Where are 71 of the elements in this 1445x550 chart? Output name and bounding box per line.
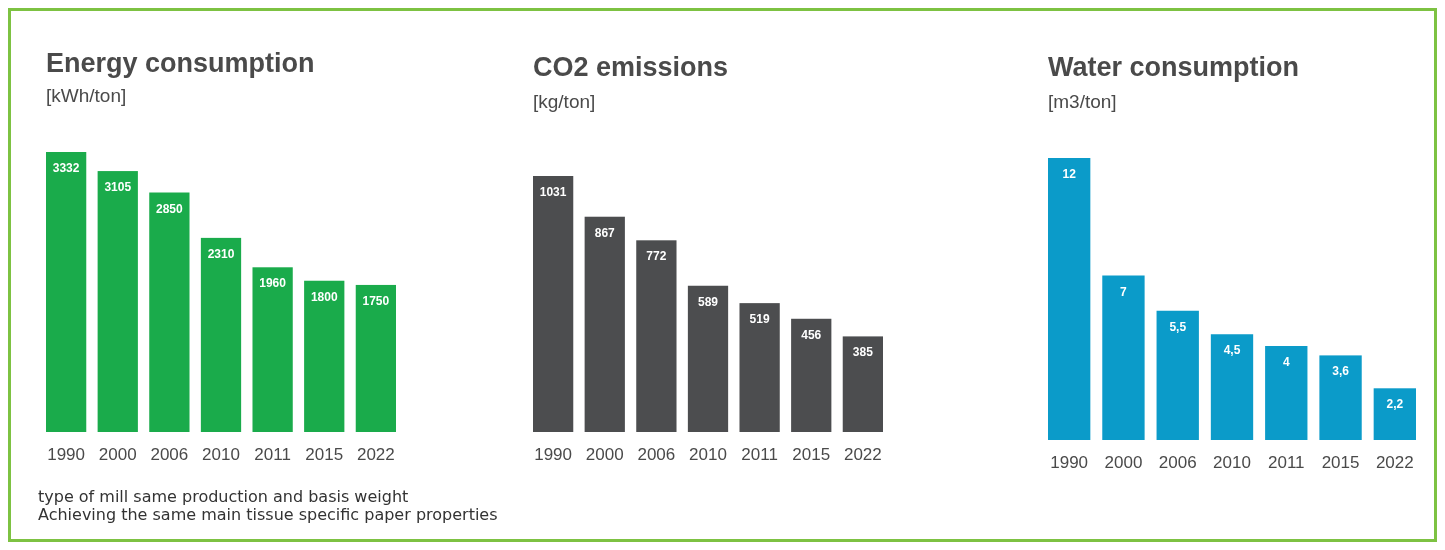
data-label: 1031 (539, 185, 567, 199)
bar (1319, 355, 1362, 440)
x-tick-label: 2010 (1213, 453, 1251, 472)
x-tick-label: 2000 (585, 445, 624, 464)
bar (1265, 346, 1308, 440)
bar (1156, 310, 1199, 440)
chart-subtitle: [kWh/ton] (46, 85, 127, 106)
x-tick-label: 2022 (1375, 453, 1414, 472)
bar (46, 152, 87, 432)
chart-title: CO2 emissions (533, 52, 729, 82)
data-label: 589 (697, 294, 719, 309)
bar (584, 216, 625, 432)
x-tick-label: 2006 (1158, 453, 1197, 472)
x-tick-label: 2015 (792, 445, 831, 464)
bar (1048, 158, 1091, 440)
bar (97, 171, 138, 432)
data-label: 4 (1282, 355, 1290, 369)
bar (791, 318, 832, 432)
x-tick-label: 2000 (98, 445, 137, 464)
data-label: 12 (1062, 167, 1077, 181)
bar (200, 237, 242, 432)
bar (739, 303, 780, 432)
chart-title: Water consumption (1048, 52, 1300, 82)
x-tick-label: 2022 (356, 445, 395, 464)
data-label: 3105 (104, 180, 132, 195)
x-tick-label: 2000 (1104, 453, 1143, 472)
data-label: 3332 (52, 161, 80, 175)
bar (687, 285, 729, 432)
data-label: 4,5 (1223, 343, 1241, 358)
x-tick-label: 2015 (1321, 453, 1360, 472)
data-label: 2850 (156, 201, 184, 216)
data-label: 772 (646, 249, 667, 264)
bar (355, 284, 396, 432)
bar (636, 240, 677, 432)
data-label: 2,2 (1386, 397, 1404, 412)
x-tick-label: 2006 (637, 445, 676, 464)
text: type of mill same production and basis weight (38, 487, 409, 506)
chart-subtitle: [kg/ton] (533, 91, 596, 112)
text: Achieving the same main tissue specific paper properties (38, 505, 498, 524)
bar (1210, 334, 1254, 440)
data-label: 2310 (207, 246, 235, 261)
x-tick-label: 2010 (689, 445, 727, 464)
x-tick-label: 2011 (741, 445, 778, 464)
x-tick-label: 2010 (202, 445, 240, 464)
bar (842, 336, 883, 432)
x-tick-label: 1990 (534, 445, 573, 464)
data-label: 1960 (259, 276, 287, 291)
x-tick-label: 1990 (1050, 453, 1089, 472)
data-label: 5,5 (1169, 319, 1187, 334)
x-tick-label: 2006 (150, 445, 189, 464)
x-tick-label: 2022 (843, 445, 882, 464)
bar (149, 192, 190, 432)
bar (304, 280, 345, 432)
x-tick-label: 1990 (47, 445, 86, 464)
bar (1102, 275, 1145, 440)
data-label: 456 (801, 327, 822, 342)
data-label: 1750 (362, 293, 390, 308)
data-label: 7 (1120, 284, 1128, 299)
x-tick-label: 2011 (254, 445, 291, 464)
x-tick-label: 2015 (305, 445, 344, 464)
data-label: 385 (852, 345, 874, 360)
data-label: 3,6 (1332, 364, 1350, 379)
data-label: 1800 (310, 289, 338, 304)
chart-subtitle: [m3/ton] (1048, 91, 1117, 112)
chart-title: Energy consumption (46, 48, 315, 78)
bar (1373, 388, 1416, 440)
bar (252, 267, 293, 432)
data-label: 519 (749, 312, 770, 327)
bar (533, 176, 574, 432)
x-tick-label: 2011 (1268, 453, 1305, 472)
data-label: 867 (594, 225, 616, 240)
